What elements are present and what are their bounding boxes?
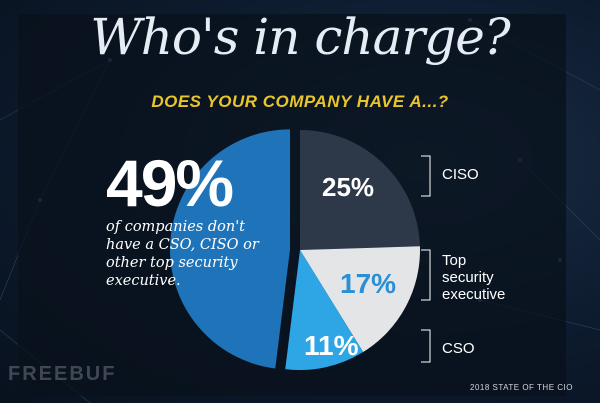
legend-top-security-line1: Top	[442, 252, 467, 269]
headline-percentage: 49%	[106, 146, 234, 220]
slice-label-top-security: 17%	[340, 268, 397, 299]
pie-slice-top-security	[300, 246, 420, 353]
legend-ciso: CISO	[442, 166, 479, 183]
watermark: FREEBUF	[8, 363, 117, 385]
leader-line-top-security	[421, 249, 431, 301]
source-note: 2018 STATE OF THE CIO	[470, 383, 573, 392]
headline-description: of companies don't have a CSO, CISO or o…	[106, 219, 259, 289]
legend-top-security-line3: executive	[442, 286, 506, 303]
pie-slice-cso	[285, 250, 364, 370]
leader-line-cso	[421, 329, 431, 363]
page-title: Who's in charge?	[90, 8, 510, 66]
pie-slice-none	[170, 129, 291, 369]
leader-line-ciso	[421, 155, 431, 197]
legend-top-security-line2: security	[442, 269, 494, 286]
slice-label-cso: 11%	[304, 330, 359, 361]
legend-top-security: Top security executive	[442, 252, 505, 303]
chart-subtitle: DOES YOUR COMPANY HAVE A...?	[151, 92, 449, 111]
legend-cso: CSO	[442, 340, 475, 357]
pie-slice-ciso	[300, 130, 420, 250]
slice-label-ciso: 25%	[322, 172, 375, 202]
